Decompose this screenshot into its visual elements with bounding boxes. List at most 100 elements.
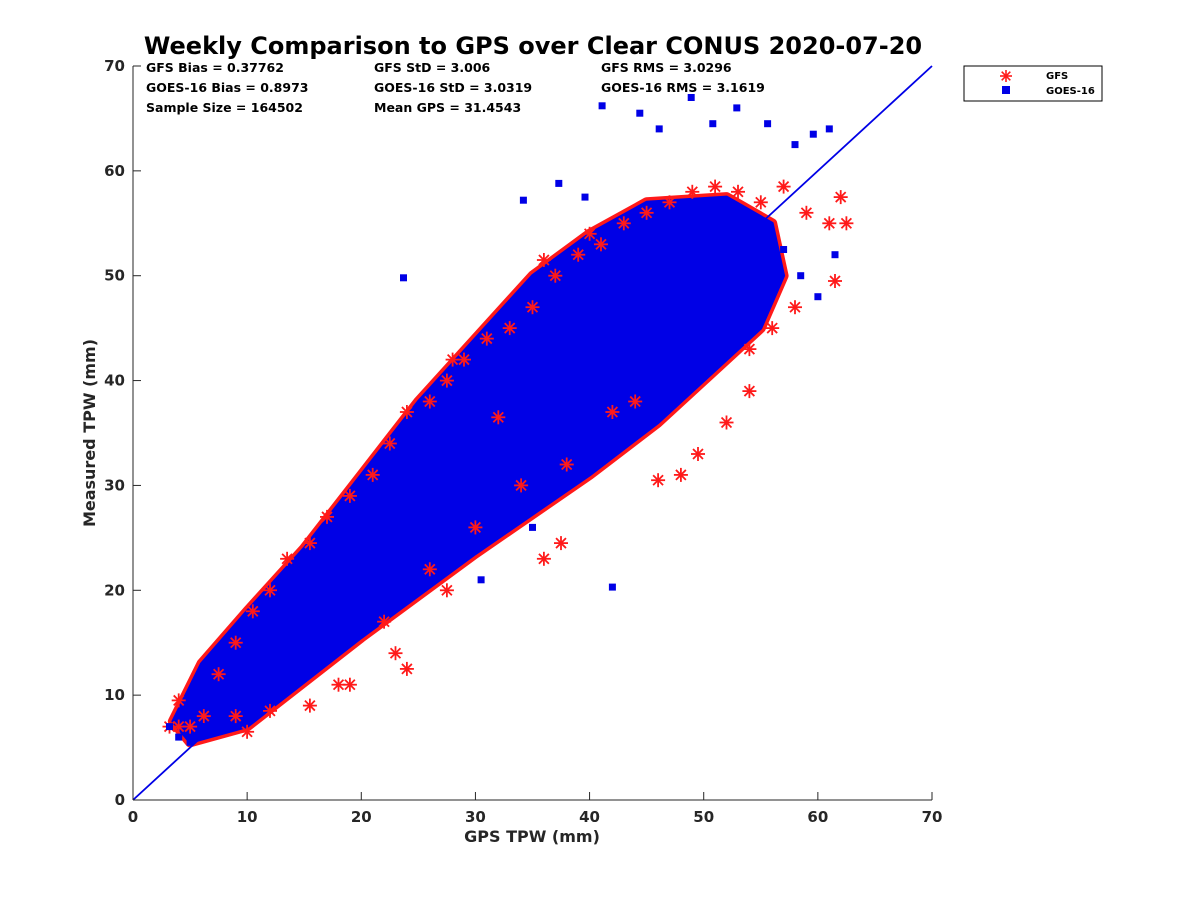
data-points xyxy=(162,94,854,746)
gfs-point xyxy=(240,724,255,739)
gfs-point xyxy=(839,216,854,231)
gfs-point xyxy=(382,436,397,451)
gfs-point xyxy=(502,321,517,336)
gfs-point xyxy=(445,352,460,367)
x-tick-label: 20 xyxy=(351,808,372,826)
goes-point xyxy=(728,204,736,212)
goes-point xyxy=(598,102,606,110)
goes-point xyxy=(660,240,668,248)
goes-point xyxy=(711,209,719,217)
goes-point xyxy=(519,196,527,204)
goes-point xyxy=(809,130,817,138)
gfs-point xyxy=(833,190,848,205)
goes-point xyxy=(232,691,240,699)
goes-point xyxy=(386,502,394,510)
goes-point xyxy=(555,179,563,187)
gfs-point xyxy=(514,478,529,493)
gfs-point xyxy=(605,405,620,419)
legend-gfs-label: GFS xyxy=(1046,71,1068,82)
gfs-point xyxy=(536,253,551,267)
gfs-point xyxy=(245,604,260,619)
goes-point xyxy=(266,639,274,647)
gfs-point xyxy=(171,693,186,708)
x-tick-label: 60 xyxy=(807,808,828,826)
x-axis-ticks: 0 10 20 30 40 50 60 70 xyxy=(128,792,942,826)
goes-point xyxy=(574,303,582,311)
gfs-point xyxy=(822,216,837,231)
gfs-point xyxy=(377,614,392,629)
stat-goes-std: GOES-16 StD = 3.0319 xyxy=(374,80,532,95)
gfs-point xyxy=(422,562,437,577)
gfs-point xyxy=(691,447,705,461)
gfs-point xyxy=(651,473,666,488)
goes-point xyxy=(780,246,788,253)
goes-point xyxy=(215,702,223,710)
goes-point xyxy=(420,466,428,474)
goes-point xyxy=(709,120,717,128)
stat-sample-size: Sample Size = 164502 xyxy=(146,100,303,115)
y-tick-label: 50 xyxy=(104,267,125,285)
gfs-point xyxy=(365,467,380,482)
goes-point xyxy=(437,450,445,458)
goes-point xyxy=(677,225,685,232)
plot-area xyxy=(132,65,933,801)
y-tick-label: 30 xyxy=(104,476,125,494)
goes-density-region xyxy=(171,195,786,744)
gfs-point xyxy=(776,179,791,194)
goes-point xyxy=(317,586,325,594)
goes-point xyxy=(186,738,194,746)
gfs-point xyxy=(171,719,186,734)
gfs-point xyxy=(536,551,551,566)
gfs-point xyxy=(788,300,802,315)
gfs-point xyxy=(742,342,757,357)
goes-point xyxy=(523,356,531,364)
gfs-point xyxy=(594,237,608,252)
y-axis-ticks: 0 10 20 30 40 50 60 70 xyxy=(104,57,141,809)
goes-point xyxy=(694,219,702,227)
gfs-point xyxy=(211,667,226,682)
goes-point xyxy=(506,377,514,385)
gfs-point xyxy=(525,300,540,315)
goes-point xyxy=(403,481,411,489)
gfs-point xyxy=(582,226,597,241)
goes-point xyxy=(626,261,633,269)
gfs-point xyxy=(708,179,723,194)
goes-point xyxy=(283,628,291,636)
goes-point xyxy=(643,251,651,259)
x-tick-label: 40 xyxy=(579,808,600,826)
goes-point xyxy=(825,125,833,133)
goes-point xyxy=(608,583,616,591)
y-axis-label: Measured TPW (mm) xyxy=(80,339,99,527)
gfs-point xyxy=(731,184,745,199)
gfs-point xyxy=(399,661,414,676)
x-tick-label: 0 xyxy=(128,808,138,826)
goes-point xyxy=(175,733,183,741)
density-cloud xyxy=(167,192,789,748)
gfs-point xyxy=(342,488,357,503)
gfs-point xyxy=(228,635,243,650)
gfs-point xyxy=(799,205,814,220)
goes-point xyxy=(831,251,839,259)
goes-point xyxy=(608,272,616,280)
goes-point xyxy=(581,193,589,201)
gfs-point xyxy=(571,247,586,262)
gfs-point xyxy=(183,719,198,734)
x-tick-label: 10 xyxy=(237,808,258,826)
stat-gfs-std: GFS StD = 3.006 xyxy=(374,60,491,75)
legend-goes-label: GOES-16 xyxy=(1046,86,1095,97)
goes-point xyxy=(687,94,695,101)
goes-point xyxy=(489,398,497,405)
goes-point xyxy=(369,523,377,531)
goes-point xyxy=(797,272,805,280)
gfs-point xyxy=(422,394,437,409)
gfs-point xyxy=(685,184,700,199)
goes-point xyxy=(540,345,548,353)
gfs-point xyxy=(399,405,414,419)
y-tick-label: 40 xyxy=(104,372,125,390)
gfs-point xyxy=(662,195,677,210)
gfs-point xyxy=(196,709,211,724)
gfs-point xyxy=(388,646,403,661)
gfs-point xyxy=(673,467,688,482)
gfs-point xyxy=(753,195,768,210)
